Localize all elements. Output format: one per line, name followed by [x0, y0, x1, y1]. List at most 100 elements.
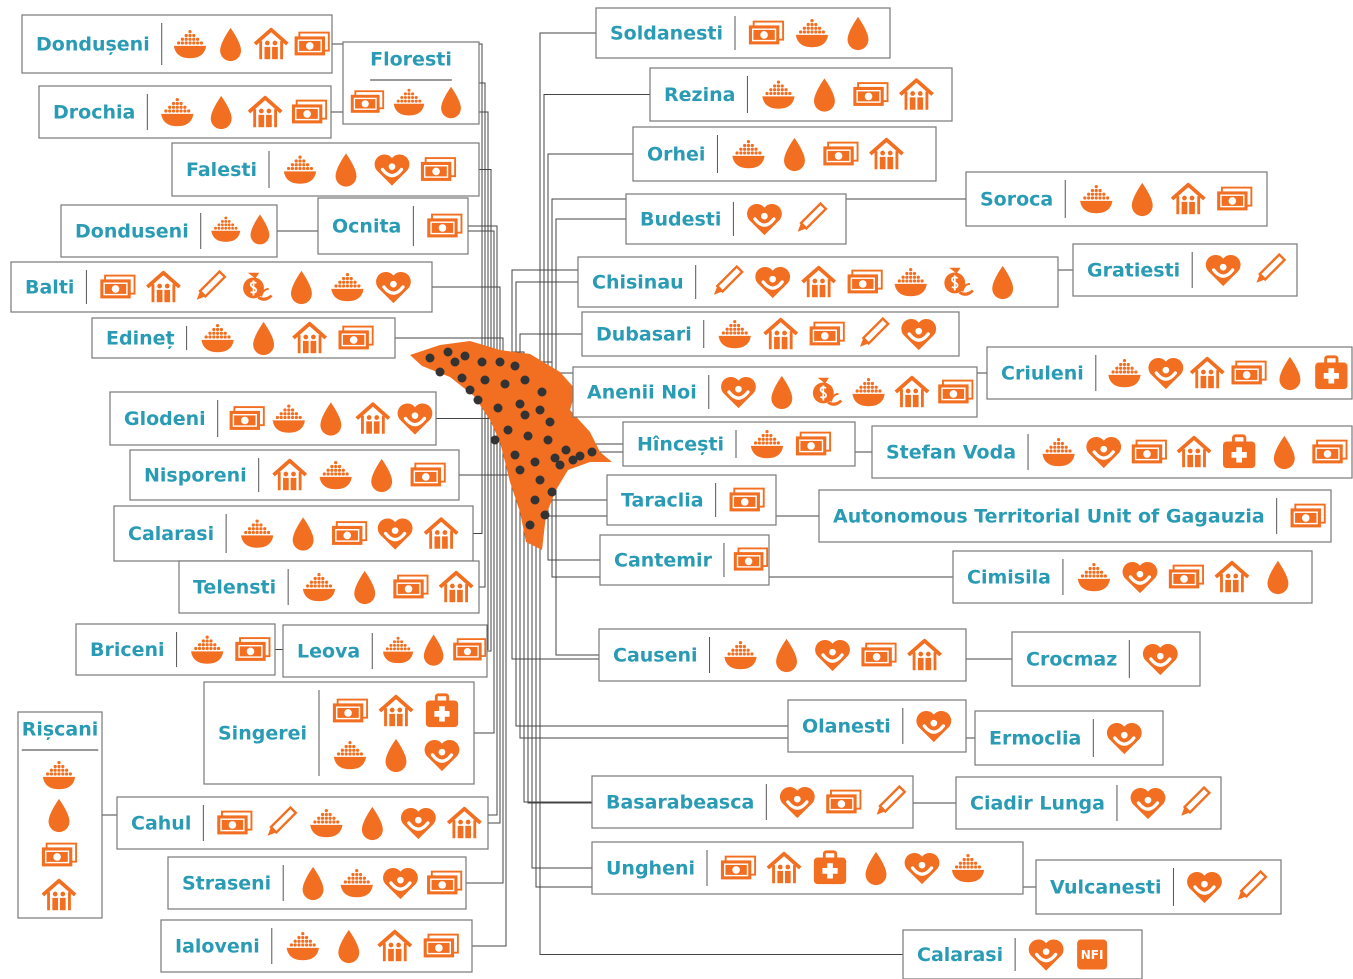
- map-point: [520, 410, 530, 420]
- district-name: Straseni: [182, 873, 271, 895]
- district-name: Budesti: [640, 209, 721, 231]
- map-point: [510, 361, 520, 371]
- district-name: Dubasari: [596, 324, 692, 346]
- district-name: Telensti: [193, 577, 276, 599]
- district-box: [595, 7, 891, 59]
- map-point: [540, 510, 550, 520]
- map-point: [530, 457, 540, 467]
- district-name: Ialoveni: [175, 936, 260, 958]
- map-point: [477, 357, 487, 367]
- map-point: [443, 347, 453, 357]
- district-name: Causeni: [613, 645, 698, 667]
- map-points: [425, 347, 597, 530]
- map-point: [575, 451, 585, 461]
- district-box: [955, 776, 1222, 830]
- map-point: [545, 417, 555, 427]
- map-point: [550, 453, 560, 463]
- district-name: Glodeni: [124, 408, 206, 430]
- district-name: Balti: [25, 277, 74, 299]
- district-box: [1072, 243, 1298, 297]
- map-point: [490, 435, 500, 445]
- map-point: [480, 375, 490, 385]
- district-name: Donduseni: [75, 221, 189, 243]
- map-point: [450, 357, 460, 367]
- district-name: Rișcani: [22, 719, 99, 741]
- district-name: Taraclia: [621, 490, 704, 512]
- district-name: Singerei: [218, 723, 307, 745]
- district-name: Ocnita: [332, 216, 401, 238]
- map-point: [535, 405, 545, 415]
- map-point: [543, 435, 553, 445]
- district-name: Chisinau: [592, 272, 684, 294]
- district-box: [591, 841, 1024, 895]
- map-point: [555, 460, 565, 470]
- district-name: Gratiesti: [1087, 260, 1180, 282]
- district-boxes: Dondușeni Floresti Drochia Falesti Donduseni…: [10, 7, 1353, 979]
- map-point: [495, 357, 505, 367]
- district-name: Soroca: [980, 189, 1053, 211]
- district-name: Basarabeasca: [606, 792, 754, 814]
- nfi-label: NFI: [1081, 948, 1104, 962]
- district-box: [10, 261, 433, 313]
- map-point: [587, 447, 597, 457]
- map-point: [435, 367, 445, 377]
- district-box: [160, 919, 473, 973]
- map-point: [547, 487, 557, 497]
- district-name: Stefan Voda: [886, 442, 1016, 464]
- district-box: [1035, 859, 1282, 915]
- district-box: [178, 560, 480, 614]
- district-name: Anenii Noi: [587, 382, 697, 404]
- district-name: Calarasi: [917, 944, 1003, 966]
- district-name: Drochia: [53, 102, 135, 124]
- map-point: [523, 431, 533, 441]
- district-name: Leova: [297, 641, 360, 663]
- district-box: [109, 391, 437, 446]
- district-name: Soldanesti: [610, 23, 723, 45]
- district-box: [60, 204, 278, 258]
- district-name: Hîncești: [637, 434, 724, 456]
- map-point: [535, 475, 545, 485]
- district-name: Falesti: [186, 159, 257, 181]
- district-name: Briceni: [90, 639, 165, 661]
- connector: [487, 407, 498, 652]
- map-point: [465, 385, 475, 395]
- map-shape: [410, 341, 612, 550]
- district-name: Cimisila: [967, 567, 1051, 589]
- district-name: Ungheni: [606, 858, 695, 880]
- district-name: Crocmaz: [1026, 649, 1117, 671]
- map-point: [457, 373, 467, 383]
- map-point: [503, 425, 513, 435]
- district-name: Ciadir Lunga: [970, 793, 1105, 815]
- district-name: Cantemir: [614, 550, 713, 572]
- map-point: [515, 465, 525, 475]
- district-name: Edineț: [106, 328, 175, 350]
- map-point: [515, 399, 525, 409]
- district-box: [577, 256, 1059, 308]
- map-point: [568, 455, 578, 465]
- district-box: [632, 126, 937, 182]
- map-point: [530, 495, 540, 505]
- district-box: [282, 624, 488, 678]
- district-box: [818, 489, 1332, 543]
- district-name: Ermoclia: [989, 728, 1081, 750]
- district-name: Olanesti: [802, 716, 891, 738]
- district-box: [625, 193, 847, 245]
- map-point: [493, 403, 503, 413]
- map-point: [510, 450, 520, 460]
- district-box: [965, 171, 1268, 227]
- district-name: Calarasi: [128, 523, 214, 545]
- map-point: [460, 351, 470, 361]
- district-name: Cahul: [131, 813, 191, 835]
- map-point: [561, 445, 571, 455]
- map-point: [525, 520, 535, 530]
- district-box: [113, 505, 474, 562]
- map-point: [425, 353, 435, 363]
- district-name: Autonomous Territorial Unit of Gagauzia: [833, 506, 1265, 528]
- district-name: Dondușeni: [36, 34, 150, 56]
- icon-nfi: [1077, 939, 1108, 970]
- district-name: Nisporeni: [144, 465, 247, 487]
- district-name: Criuleni: [1001, 363, 1084, 385]
- map-point: [520, 375, 530, 385]
- map-point: [473, 395, 483, 405]
